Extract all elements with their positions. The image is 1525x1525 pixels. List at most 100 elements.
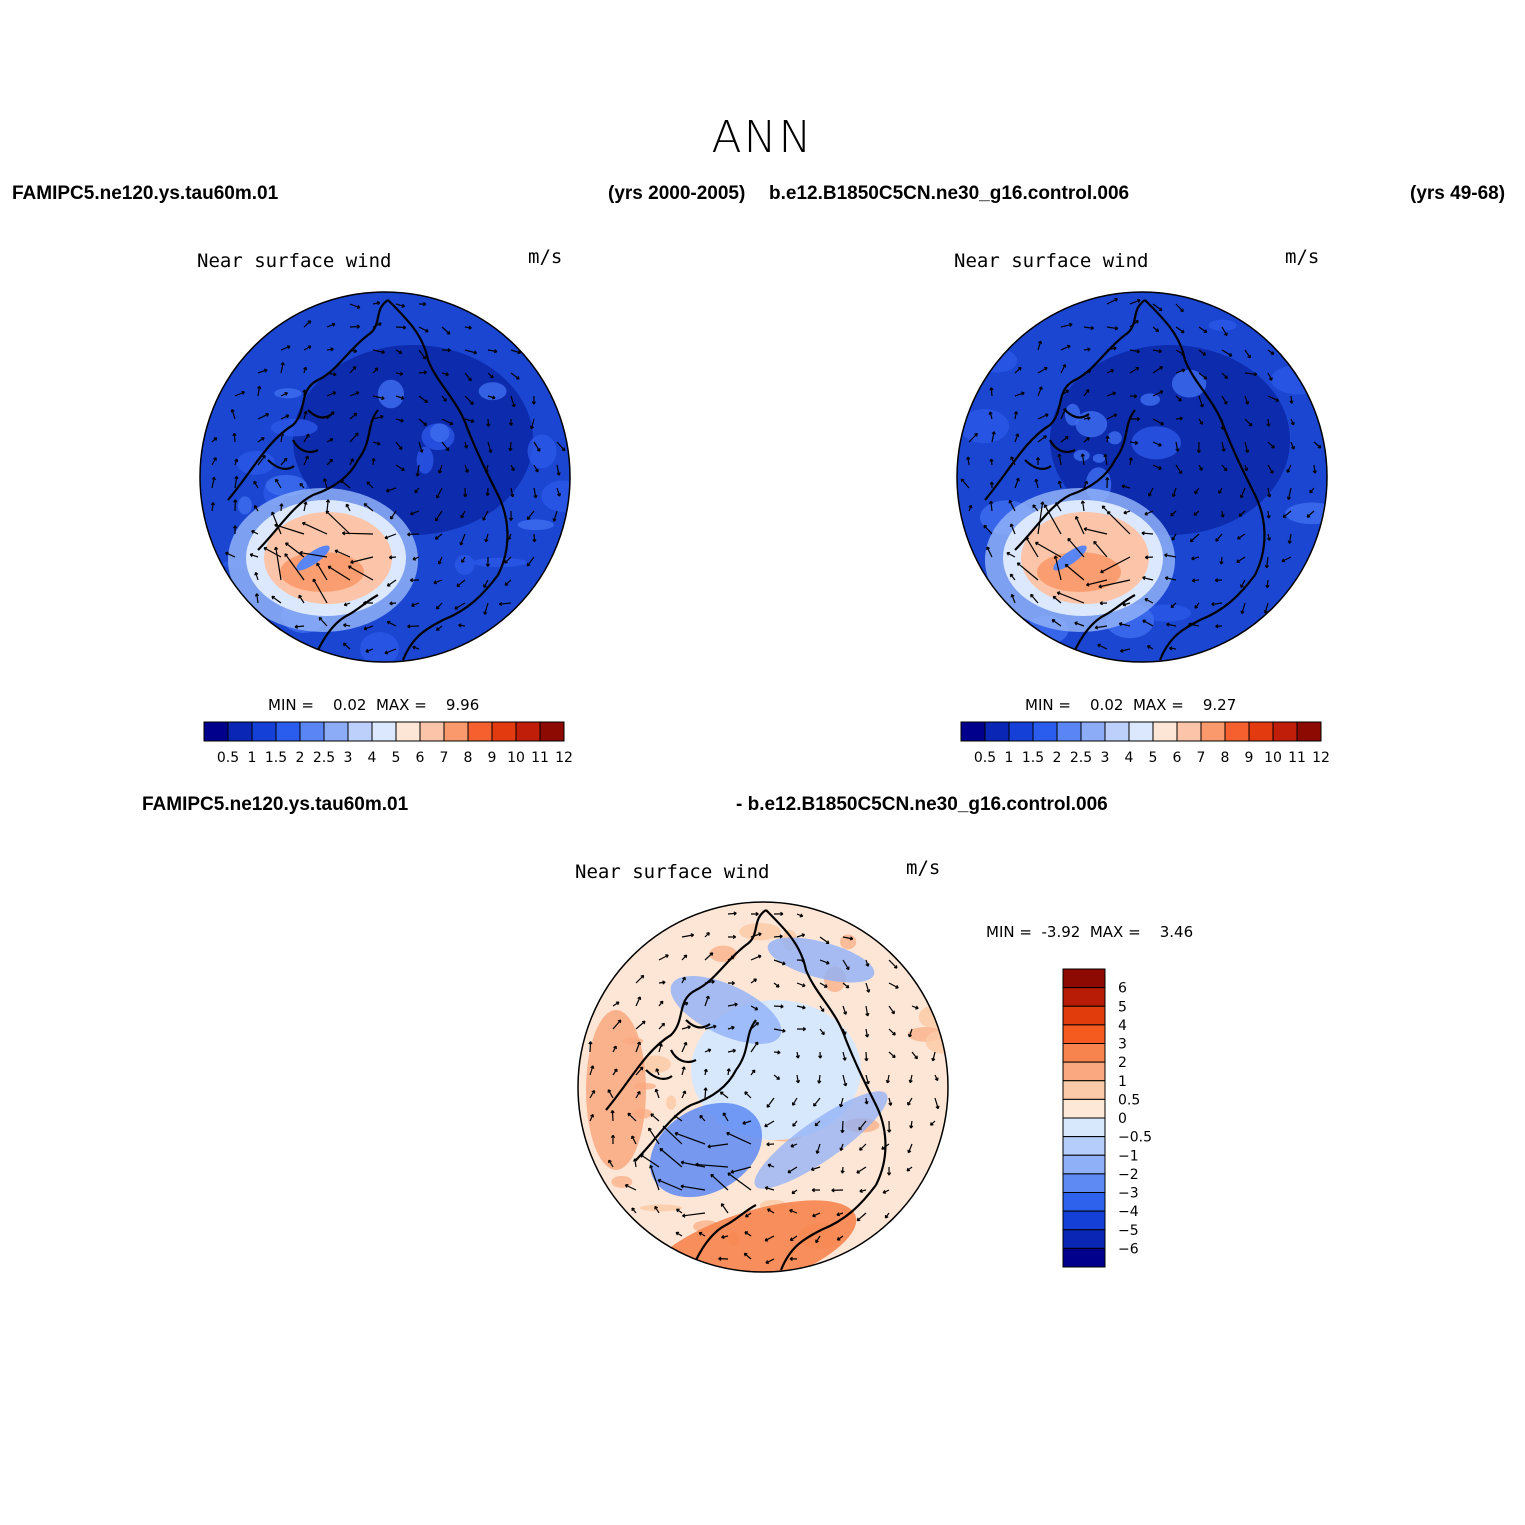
panel1-wind-arrowhead (374, 367, 379, 370)
panel3-wind-arrow (681, 954, 688, 961)
panel3-wind-arrowhead (654, 1089, 657, 1093)
panel2-wind-arrow (1215, 533, 1223, 542)
panel2-wind-arrowhead (1034, 478, 1037, 483)
panel3-wind-arrow (856, 1166, 867, 1174)
panel2-wind-arrowhead (1276, 398, 1280, 402)
panel1-wind-arrowhead (251, 530, 254, 534)
panel1-wind-arrow (280, 503, 283, 512)
panel2-wind-arrow (1006, 552, 1016, 558)
panel2-wind-arrow (1060, 389, 1069, 397)
panel1-wind-arrowhead (279, 503, 283, 507)
panel3-wind-arrow (764, 1120, 775, 1127)
panel1-wind-arrowhead (433, 582, 438, 585)
panel1-max-value: 9.96 (445, 696, 480, 714)
panel2-wind-arrow (1198, 326, 1208, 333)
panel1-wind-arrow (441, 441, 450, 451)
panel1-wind-arrowhead (509, 448, 513, 452)
panel1-wind-arrowhead (303, 410, 307, 414)
panel3-wind-arrow (886, 1074, 890, 1084)
panel1-wind-arrowhead (343, 624, 347, 628)
panel2-max-label: MAX = (1132, 696, 1184, 714)
panel1-wind-arrow (410, 510, 420, 515)
panel2-wind-arrow (1119, 622, 1131, 627)
panel1-wind-arrow (211, 502, 214, 512)
panel1-wind-arrow (263, 547, 282, 558)
panel2-wind-arrow (1060, 436, 1069, 443)
panel3-colorbar-box (1062, 1043, 1106, 1063)
panel2-wind-arrowhead (1053, 555, 1056, 559)
panel3-wind-arrowhead (890, 1102, 893, 1106)
panel3-wind-arrowhead (840, 1148, 844, 1151)
panel2-wind-arrowhead (1170, 514, 1174, 517)
panel1-wind-arrowhead (400, 418, 404, 422)
panel3-wind-arrowhead (690, 933, 694, 936)
panel1-wind-arrow (487, 395, 496, 399)
panel2-coastline (1158, 574, 1256, 661)
panel1-wind-arrowhead (299, 552, 303, 555)
panel3-wind-arrowhead (695, 1163, 699, 1167)
panel3-wind-arrowhead (790, 1145, 795, 1148)
panel1-wind-arrow (438, 464, 443, 474)
panel2-wind-arrow (1152, 390, 1164, 397)
panel1-wind-arrow (438, 556, 443, 565)
panel2-wind-arrowhead (1164, 554, 1168, 558)
panel2-wind-arrow (1060, 323, 1073, 328)
panel2-stats: MIN = 0.02 MAX = 9.27 (1025, 696, 1236, 714)
panel2-wind-arrowhead (1052, 596, 1055, 600)
panel3-wind-arrow (681, 934, 694, 938)
panel1-wind-arrowhead (303, 501, 307, 505)
panel1-wind-arrow (349, 432, 359, 443)
panel2-wind-arrowhead (989, 458, 992, 462)
panel1-wind-arrow (234, 391, 245, 397)
panel2-wind-arrow (1014, 392, 1025, 397)
panel3-wind-arrowhead (734, 1002, 738, 1005)
panel2-wind-arrow (1175, 303, 1184, 312)
panel2-wind-arrow (1106, 326, 1118, 330)
panel2-wind-arrow (1287, 487, 1292, 500)
panel2-wind-arrowhead (1085, 389, 1089, 392)
panel1-wind-arrowhead (363, 602, 367, 606)
panel1-wind-arrowhead (487, 492, 490, 496)
panel1-wind-arrow (556, 464, 560, 476)
diff-right-title: - b.e12.B1850C5CN.ne30_g16.control.006 (736, 794, 1108, 815)
panel1-wind-arrowhead (271, 512, 273, 516)
panel1-wind-arrowhead (464, 493, 468, 498)
panel1-colorbar-box (467, 721, 493, 742)
panel2-wind-arrowhead (1062, 364, 1066, 367)
panel1-wind-arrow (211, 457, 217, 466)
panel2-wind-arrowhead (1118, 623, 1122, 627)
panel2-wind-arrow (1100, 556, 1131, 573)
panel2-wind-arrow (1267, 372, 1273, 381)
panel1-wind-arrow (318, 617, 328, 627)
panel2-wind-arrow (1145, 556, 1154, 559)
panel3-colorbar-box (1062, 1024, 1106, 1044)
panel2-wind-patch (1107, 431, 1122, 445)
panel2-wind-arrowhead (1288, 497, 1291, 501)
panel3-colorbar-box (1062, 1192, 1106, 1212)
panel3-wind-arrowhead (742, 1122, 746, 1125)
panel2-wind-arrowhead (1291, 400, 1294, 404)
panel2-wind-arrowhead (1087, 369, 1091, 372)
panel2-wind-arrowhead (1159, 442, 1162, 446)
panel1-wind-patch (477, 292, 499, 318)
panel3-wind-arrowhead (649, 1165, 652, 1169)
panel3-colorbar-label: 4 (1118, 1018, 1127, 1034)
panel1-wind-arrowhead (254, 593, 258, 597)
panel3-wind-arrowhead (680, 1185, 684, 1189)
panel2-coastline (984, 299, 1146, 501)
panel2-greenland-calm (1053, 545, 1087, 571)
panel2-wind-arrowhead (1013, 411, 1017, 415)
panel1-wind-patch (377, 379, 405, 409)
panel3-wind-arrowhead (733, 911, 737, 914)
panel3-wind-arrowhead (718, 1258, 722, 1261)
panel2-wind-arrowhead (1038, 340, 1042, 344)
panel1-wind-arrowhead (401, 395, 405, 399)
panel2-wind-patch (957, 341, 990, 351)
panel2-wind-arrow (1014, 411, 1017, 420)
panel3-wind-arrowhead (777, 1050, 781, 1054)
panel2-wind-arrow (1083, 370, 1091, 374)
panel3-wind-arrowhead (682, 976, 686, 980)
panel2-wind-arrow (1220, 556, 1223, 565)
panel2-wind-arrow (1175, 441, 1179, 452)
panel1-wind-arrow (249, 553, 259, 558)
